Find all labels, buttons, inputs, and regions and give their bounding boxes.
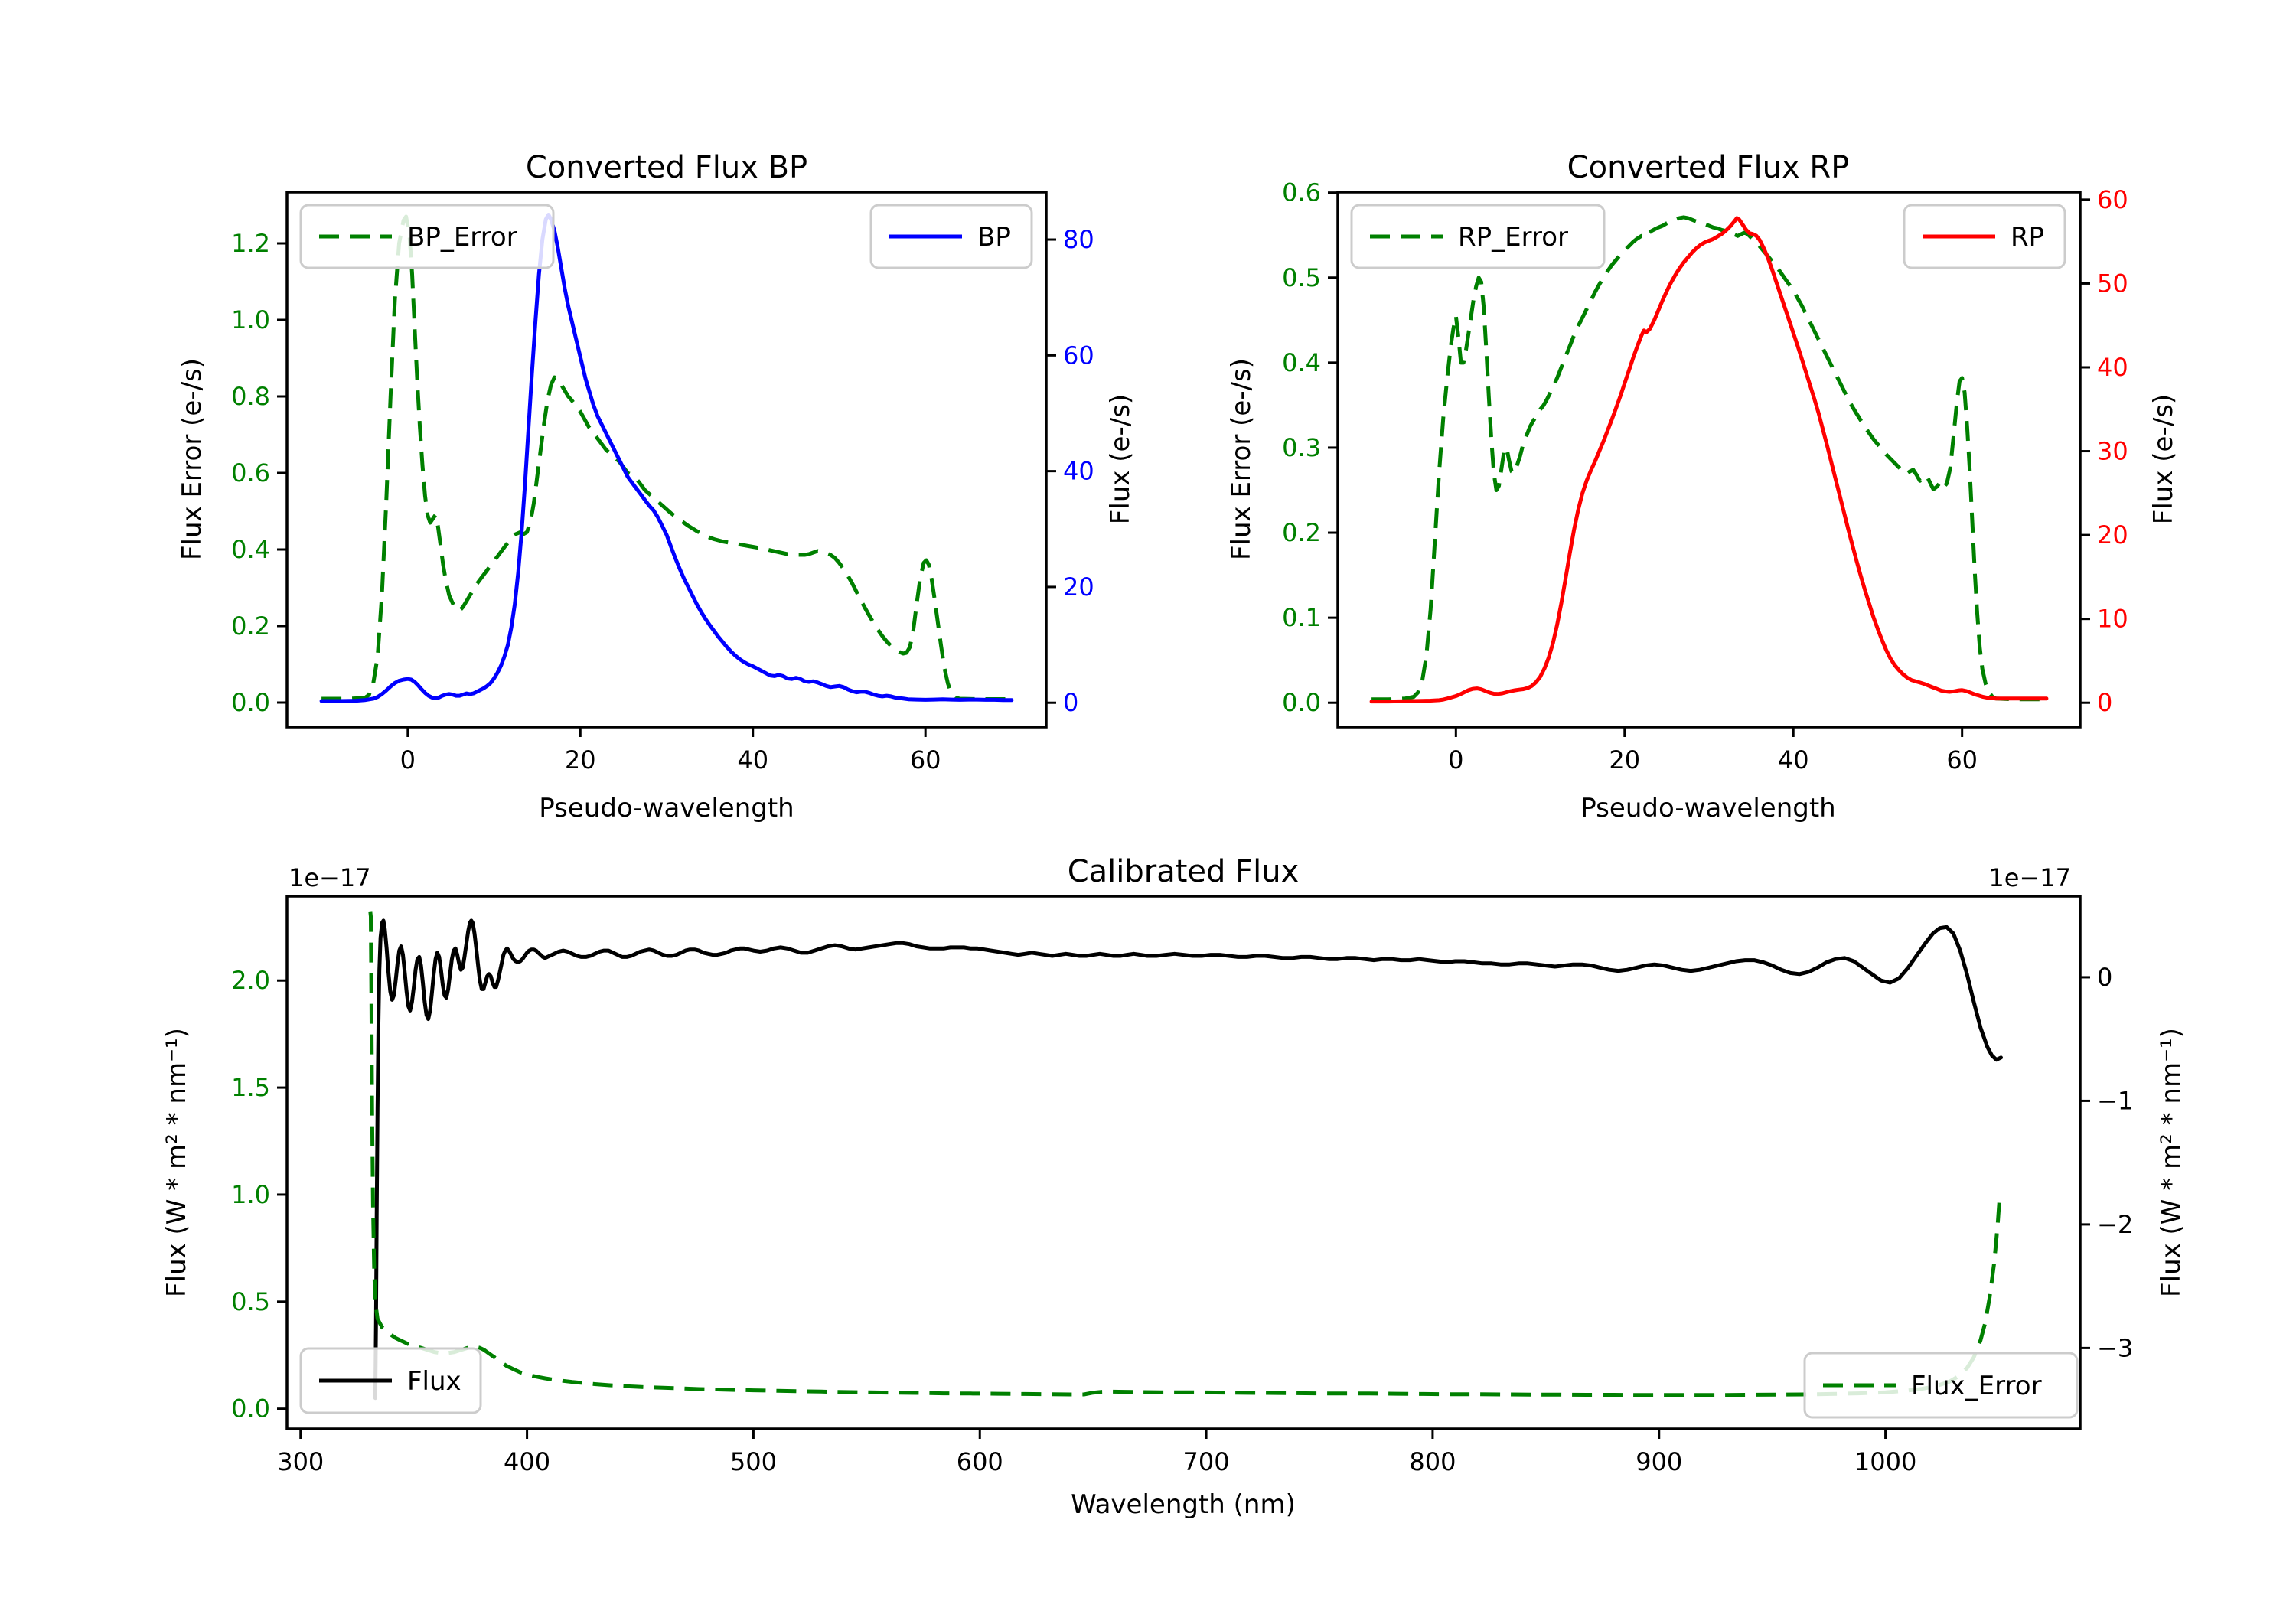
cal-legend-box-Flux_Error: [1803, 1352, 2079, 1419]
bp-xtick-label: 0: [400, 745, 416, 775]
cal-yaxis-label-left: Flux (W * m² * nm⁻¹): [161, 1028, 192, 1297]
charts-layer: 0 20 40 60 0.0 0.2 0.4 0.6 0.8 1.0 1.2 0 20 40 60 80 BP_…: [231, 178, 2133, 1476]
rp-title: Converted Flux RP: [1567, 150, 1850, 185]
rp-yaxis-label-left: Flux Error (e-/s): [1226, 358, 1257, 560]
cal-offset-right: 1e−17: [1988, 863, 2071, 892]
rp-ytick-left-label: 0.6: [1282, 178, 1321, 207]
bp-series-BP_Error: [321, 214, 1012, 701]
cal-xtick-label: 1000: [1854, 1447, 1916, 1476]
bp-ytick-left-label: 0.8: [231, 382, 270, 411]
bp-ytick-left-label: 0.4: [231, 535, 270, 564]
rp-ytick-right-label: 20: [2097, 520, 2128, 550]
rp-xaxis-label: Pseudo-wavelength: [1580, 793, 1835, 823]
rp-ytick-right-label: 30: [2097, 437, 2128, 466]
bp-ytick-right-label: 20: [1063, 572, 1094, 602]
rp-series-RP_Error: [1371, 215, 2047, 702]
rp-ytick-right-label: 40: [2097, 353, 2128, 382]
bp-yaxis-label-left: Flux Error (e-/s): [177, 358, 207, 560]
cal-title: Calibrated Flux: [1068, 854, 1300, 889]
cal-ytick-right-label: −2: [2097, 1210, 2133, 1239]
bp-ytick-left-label: 0.2: [231, 611, 270, 641]
rp-ytick-left-label: 0.0: [1282, 688, 1321, 717]
bp-ytick-left-label: 0.0: [231, 688, 270, 717]
cal-subplot: 300 400 500 600 700 800 900 1000 0.0 0.5 1.0 1.5 2.0…: [231, 895, 2133, 1476]
rp-legend-label-RP_Error: RP_Error: [1458, 222, 1568, 253]
bp-xtick-label: 40: [737, 745, 768, 775]
rp-xtick-label: 20: [1609, 745, 1640, 775]
cal-xtick-label: 800: [1409, 1447, 1456, 1476]
rp-ytick-left-label: 0.4: [1282, 348, 1321, 377]
rp-xtick-label: 60: [1946, 745, 1978, 775]
rp-ytick-left-label: 0.1: [1282, 603, 1321, 632]
bp-subplot: 0 20 40 60 0.0 0.2 0.4 0.6 0.8 1.0 1.2 0 20 40 60 80 BP_…: [231, 191, 1094, 775]
cal-ytick-right-label: −3: [2097, 1333, 2133, 1362]
cal-xaxis-label: Wavelength (nm): [1071, 1489, 1296, 1520]
bp-legend-label-BP_Error: BP_Error: [407, 222, 517, 253]
cal-ytick-right-label: −1: [2097, 1086, 2133, 1115]
bp-legend-label-BP: BP: [977, 222, 1011, 253]
cal-ytick-left-label: 0.0: [231, 1394, 270, 1423]
bp-ytick-left-label: 1.0: [231, 305, 270, 334]
rp-series-RP: [1369, 216, 2049, 704]
cal-legend-label-Flux_Error: Flux_Error: [1911, 1371, 2042, 1401]
cal-yaxis-label-right: Flux (W * m² * nm⁻¹): [2156, 1028, 2187, 1297]
cal-ytick-left-label: 0.5: [231, 1287, 270, 1316]
cal-frame: [285, 895, 2082, 1430]
cal-xtick-label: 900: [1636, 1447, 1682, 1476]
cal-xtick-label: 400: [504, 1447, 550, 1476]
bp-ytick-right-label: 0: [1063, 688, 1078, 717]
bp-ytick-left-label: 0.6: [231, 458, 270, 488]
bp-ytick-left-label: 1.2: [231, 229, 270, 258]
bp-curves: [319, 213, 1014, 703]
bp-frame: [285, 191, 1048, 729]
rp-yaxis-label-right: Flux (e-/s): [2148, 394, 2179, 524]
rp-xtick-label: 0: [1448, 745, 1463, 775]
bp-ytick-right-label: 40: [1063, 457, 1094, 486]
bp-xtick-label: 60: [910, 745, 941, 775]
cal-xtick-label: 500: [730, 1447, 777, 1476]
bp-series-BP: [319, 213, 1014, 703]
cal-ytick-left-label: 2.0: [231, 966, 270, 995]
bp-ytick-right-label: 80: [1063, 225, 1094, 254]
cal-series-Flux: [373, 918, 2003, 1401]
cal-xtick-label: 300: [277, 1447, 324, 1476]
cal-legend-label-Flux: Flux: [407, 1366, 461, 1397]
bp-title: Converted Flux BP: [526, 150, 807, 185]
rp-legend-label-RP: RP: [2011, 222, 2044, 253]
cal-ytick-right-label: 0: [2097, 963, 2112, 992]
cal-curves: [368, 911, 2003, 1401]
cal-xtick-label: 600: [957, 1447, 1003, 1476]
rp-ytick-left-label: 0.3: [1282, 433, 1321, 462]
rp-subplot: 0 20 40 60 0.0 0.1 0.2 0.3 0.4 0.5 0.6 0 10 20 30 40 50 6…: [1282, 178, 2128, 775]
rp-curves: [1369, 215, 2049, 704]
rp-legend-box-RP_Error: [1350, 204, 1606, 269]
cal-offset-left: 1e−17: [289, 863, 371, 892]
bp-legend-box-BP_Error: [299, 204, 555, 269]
bp-yaxis-label-right: Flux (e-/s): [1105, 394, 1136, 524]
cal-series-Flux_Error: [368, 911, 2002, 1397]
rp-ytick-left-label: 0.2: [1282, 518, 1321, 547]
rp-ytick-right-label: 60: [2097, 185, 2128, 214]
bp-xtick-label: 20: [565, 745, 596, 775]
cal-xtick-label: 700: [1183, 1447, 1230, 1476]
cal-ytick-left-label: 1.0: [231, 1180, 270, 1209]
bp-ytick-right-label: 60: [1063, 341, 1094, 370]
rp-ytick-right-label: 10: [2097, 605, 2128, 634]
rp-ytick-right-label: 50: [2097, 269, 2128, 298]
rp-xtick-label: 40: [1778, 745, 1809, 775]
cal-ytick-left-label: 1.5: [231, 1073, 270, 1102]
rp-frame: [1336, 191, 2082, 729]
rp-ytick-right-label: 0: [2097, 688, 2112, 717]
rp-ytick-left-label: 0.5: [1282, 263, 1321, 292]
bp-xaxis-label: Pseudo-wavelength: [539, 793, 794, 823]
